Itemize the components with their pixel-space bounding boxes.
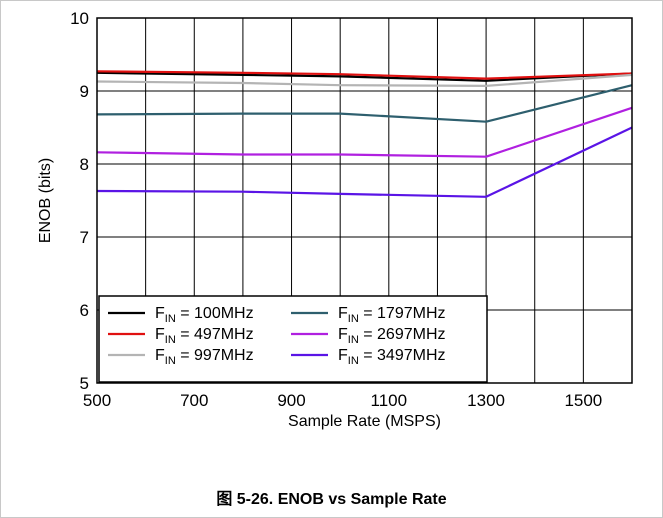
series-line-4 <box>96 106 633 158</box>
tick-labels: 500 700 900 1100 1300 1500 5 6 7 8 9 10 <box>70 9 602 410</box>
plot-border <box>96 17 633 384</box>
y-tick-label: 10 <box>70 9 89 28</box>
x-tick-label: 1300 <box>467 391 505 410</box>
series-line-1 <box>96 70 633 80</box>
x-tick-label: 500 <box>83 391 111 410</box>
x-tick-label: 900 <box>277 391 305 410</box>
x-tick-label: 1100 <box>371 391 408 410</box>
series-line-0 <box>96 71 633 82</box>
legend-entry: FIN = 1797MHz <box>338 305 446 325</box>
x-tick-label: 700 <box>180 391 208 410</box>
y-tick-label: 6 <box>80 301 89 320</box>
legend-entry: FIN = 100MHz <box>155 305 254 325</box>
y-tick-label: 8 <box>80 155 89 174</box>
x-tick-label: 1500 <box>564 391 602 410</box>
enob-line-chart: 500 700 900 1100 1300 1500 5 6 7 8 9 10 Sample Rate… <box>37 9 633 430</box>
legend-entry: FIN = 497MHz <box>155 326 254 346</box>
x-axis-title: Sample Rate (MSPS) <box>288 413 441 430</box>
y-tick-label: 7 <box>80 228 89 247</box>
y-tick-label: 9 <box>80 82 89 101</box>
legend-entry: FIN = 997MHz <box>155 347 254 367</box>
series-line-2 <box>96 73 633 88</box>
y-axis-title: ENOB (bits) <box>37 158 54 243</box>
legend-entry: FIN = 2697MHz <box>338 326 446 346</box>
series-line-5 <box>96 126 633 198</box>
legend-entry: FIN = 3497MHz <box>338 347 446 367</box>
series-line-3 <box>96 84 633 123</box>
y-tick-label: 5 <box>80 374 89 393</box>
figure-caption: 图 5-26. ENOB vs Sample Rate <box>216 491 447 508</box>
series-lines <box>96 70 633 198</box>
legend-box <box>98 295 488 383</box>
